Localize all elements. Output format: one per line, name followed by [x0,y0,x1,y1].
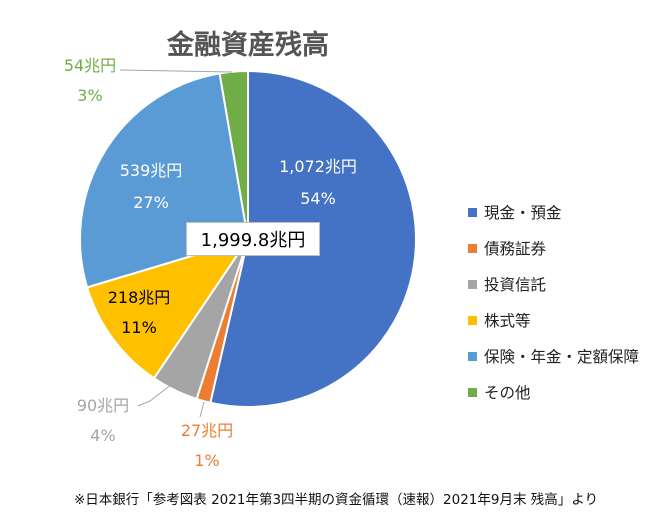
chart-title: 金融資産残高 [166,29,329,61]
legend: 現金・預金債務証券投資信託株式等保険・年金・定額保障 その他 [468,194,639,410]
legend-swatch [468,387,477,397]
slice-percent-label: 1% [194,451,219,470]
pie-slice [218,69,249,240]
legend-swatch [468,243,477,253]
legend-label: 投資信託 [484,276,547,294]
legend-swatch [468,351,477,361]
legend-label: 現金・預金 [484,204,562,222]
legend-label: その他 [484,384,531,402]
total-label: 1,999.8兆円 [186,222,320,256]
total-value: 1,999.8兆円 [200,230,306,251]
slice-value-label: 539兆円 [120,161,183,180]
legend-item: 現金・預金 [468,194,639,230]
pie-slice [85,237,251,380]
leader-line [137,383,173,407]
legend-label: 債務証券 [484,240,547,258]
pie-labels: 1,072兆円 54% 27兆円 1% 90兆円 4% 218兆円 11% 539兆円 27% 54… [64,56,357,470]
legend-item: その他 [468,374,639,410]
leader-line [199,401,205,418]
slice-value-label: 90兆円 [77,396,129,415]
leader-line [119,69,233,73]
legend-item: 債務証券 [468,230,639,266]
slice-percent-label: 4% [90,426,115,445]
legend-item: 保険・年金・定額保障 [468,338,639,374]
slice-value-label: 218兆円 [108,288,171,307]
legend-label: 保険・年金・定額保障 [484,348,640,366]
slice-value-label: 27兆円 [181,421,233,440]
legend-label: 株式等 [484,312,531,330]
legend-swatch [468,207,477,217]
legend-swatch [468,315,477,325]
slice-percent-label: 54% [300,189,336,208]
legend-item: 株式等 [468,302,639,338]
legend-item: 投資信託 [468,266,639,302]
legend-swatch [468,279,477,289]
slice-percent-label: 27% [133,193,169,212]
footnote: ※日本銀行「参考図表 2021年第3四半期の資金循環（速報）2021年9月末 残… [73,492,598,508]
slice-value-label: 1,072兆円 [279,157,357,176]
slice-percent-label: 11% [121,318,157,337]
slice-percent-label: 3% [77,86,102,105]
slice-value-label: 54兆円 [64,56,116,75]
